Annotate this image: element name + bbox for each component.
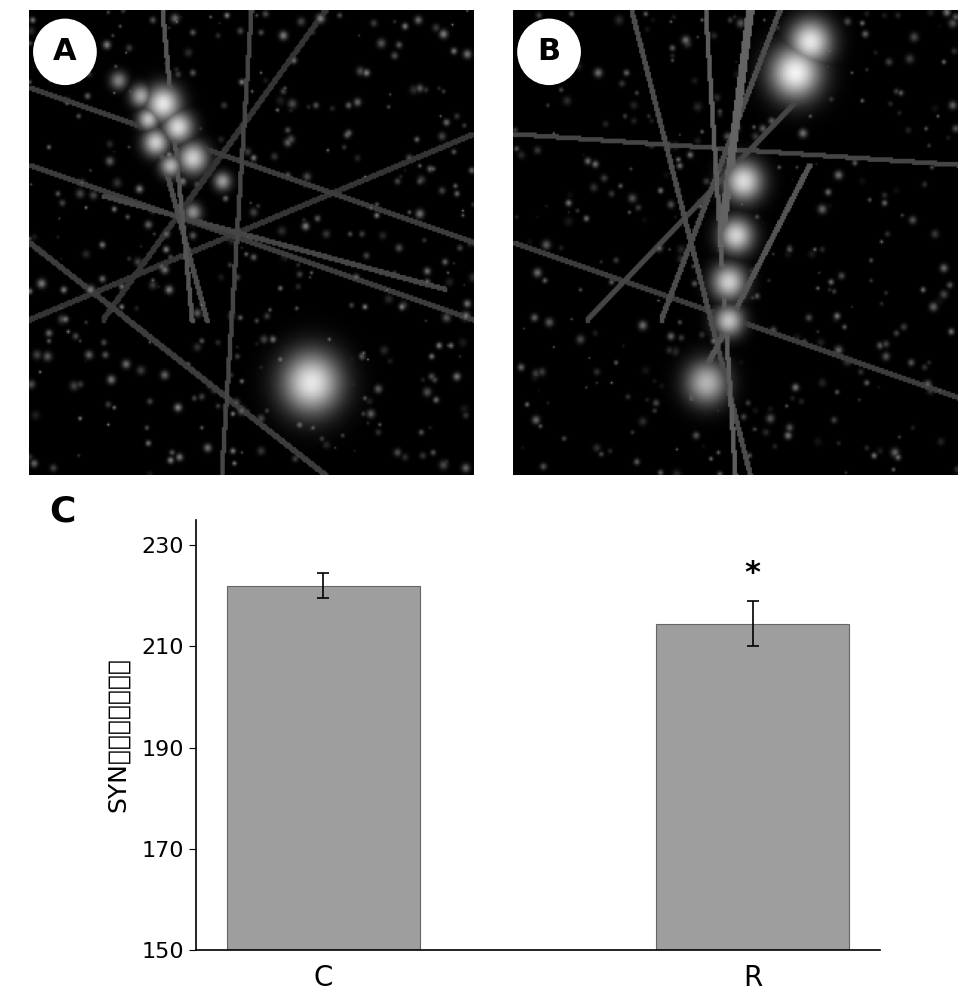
Circle shape — [518, 19, 579, 84]
Y-axis label: SYN的平均荧光强度: SYN的平均荧光强度 — [106, 658, 130, 812]
Text: A: A — [53, 37, 76, 66]
Bar — [227, 586, 419, 950]
Circle shape — [34, 19, 96, 84]
Bar — [656, 624, 848, 950]
Text: B: B — [537, 37, 560, 66]
Text: C: C — [49, 495, 75, 529]
Text: *: * — [743, 559, 760, 588]
